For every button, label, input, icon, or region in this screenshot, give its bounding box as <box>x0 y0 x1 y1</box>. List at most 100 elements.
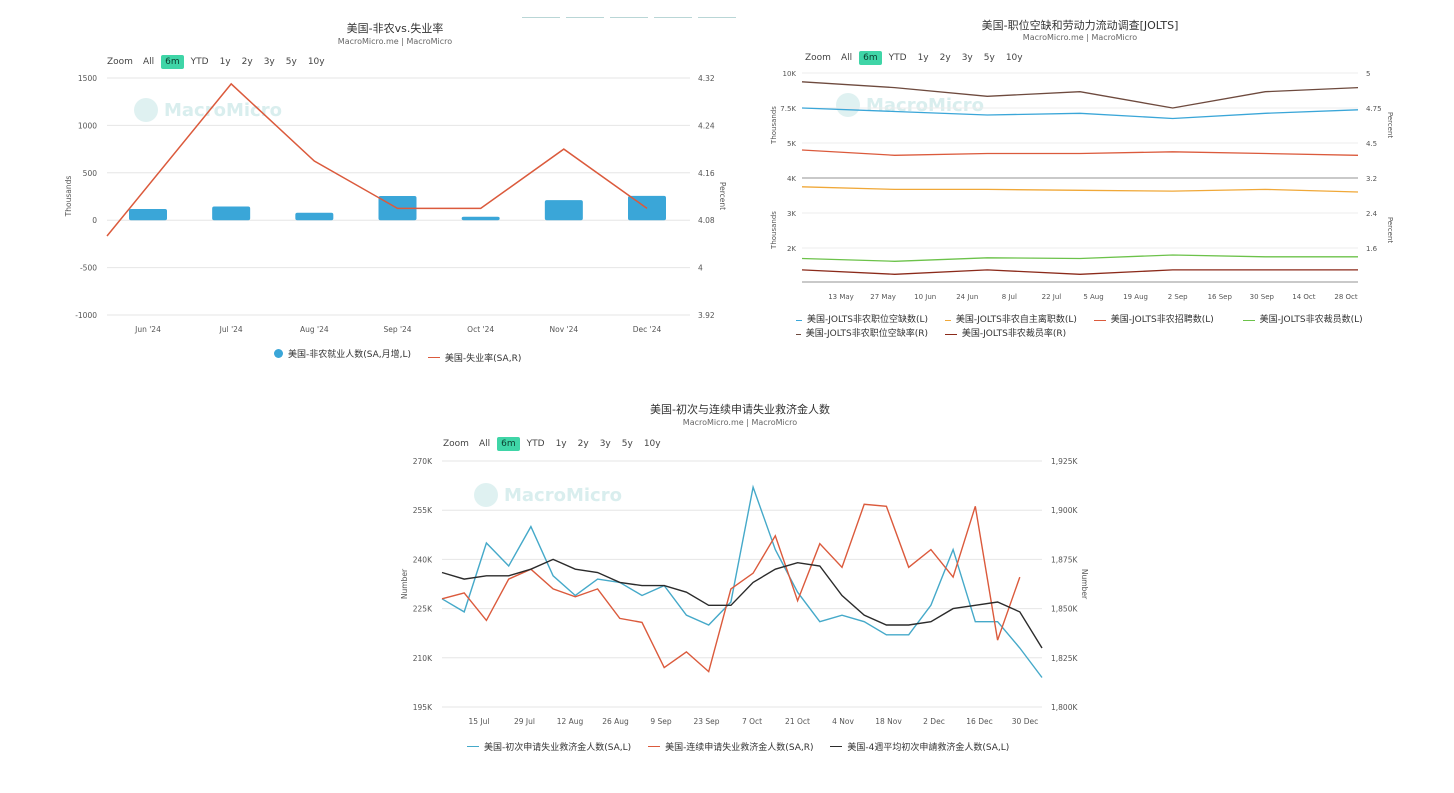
zoom-10y-button[interactable]: 10y <box>1005 53 1023 63</box>
legend-item-hires[interactable]: 美国-JOLTS非农招聘数(L) <box>1093 314 1226 327</box>
line-unemployment <box>106 82 648 237</box>
watermark-text: MacroMicro <box>164 99 282 121</box>
series-line <box>441 503 1021 673</box>
zoom-all-button[interactable]: All <box>840 53 853 63</box>
zoom-1y-button[interactable]: 1y <box>555 439 567 449</box>
zoom-5y-button[interactable]: 5y <box>621 439 633 449</box>
chart3-panel: 美国-初次与连续申请失业救济金人数 MacroMicro.me | MacroM… <box>390 390 1090 790</box>
y-tick-left: 0 <box>92 216 97 225</box>
y-axis-label-left: Thousands <box>770 211 778 250</box>
legend-item-openings-rate[interactable]: 美国-JOLTS非农职位空缺率(R) <box>796 328 928 341</box>
zoom-6m-button[interactable]: 6m <box>859 51 882 65</box>
chart1-title: 美国-非农vs.失业率 <box>346 22 444 35</box>
legend-item-openings[interactable]: 美国-JOLTS非农职位空缺数(L) <box>796 314 928 327</box>
zoom-2y-button[interactable]: 2y <box>577 439 589 449</box>
legend-item-layoffs[interactable]: 美国-JOLTS非农裁员数(L) <box>1242 314 1363 327</box>
chart2-watermark: MacroMicro <box>836 93 984 117</box>
chart3-title: 美国-初次与连续申请失业救济金人数 <box>650 403 830 416</box>
y-tick-left: 240K <box>413 555 433 564</box>
chart2-panel: 美国-职位空缺和劳动力流动调查[JOLTS] MacroMicro.me | M… <box>730 0 1454 370</box>
x-tick-label: Sep '24 <box>383 325 411 334</box>
y-tick-right: 1,900K <box>1051 506 1078 515</box>
legend-line-icon <box>830 746 843 747</box>
watermark-text: MacroMicro <box>866 94 984 116</box>
zoom-label: Zoom <box>443 439 469 449</box>
y-tick-left: 7.5K <box>780 105 796 113</box>
zoom-all-button[interactable]: All <box>478 439 491 449</box>
legend-label: 美国-JOLTS非农招聘数(L) <box>1110 315 1214 325</box>
chart3-zoom-bar: Zoom All 6m YTD 1y 2y 3y 5y 10y <box>443 437 668 451</box>
chart1-watermark: MacroMicro <box>134 98 282 122</box>
legend-label: 美国-JOLTS非农裁员率(R) <box>961 329 1067 339</box>
y-tick-right: 4.16 <box>698 169 715 178</box>
zoom-3y-button[interactable]: 3y <box>263 57 275 67</box>
legend-label: 美国-JOLTS非农职位空缺率(R) <box>805 329 928 339</box>
legend-label: 美国-非农就业人数(SA,月增,L) <box>288 350 412 360</box>
y-tick-right: 4.75 <box>1366 105 1382 113</box>
x-tick-label: 8 Jul <box>1002 293 1017 301</box>
y-tick-right: 4.32 <box>698 74 715 83</box>
series-line <box>441 558 1043 649</box>
zoom-2y-button[interactable]: 2y <box>939 53 951 63</box>
x-tick-label: 15 Jul <box>469 717 490 726</box>
y-tick-left: 210K <box>413 654 433 663</box>
series-line <box>801 107 1359 120</box>
zoom-5y-button[interactable]: 5y <box>983 53 995 63</box>
y-tick-left: 500 <box>83 169 98 178</box>
zoom-ytd-button[interactable]: YTD <box>190 57 209 67</box>
y-tick-right: 3.2 <box>1366 175 1377 183</box>
y-axis-label-left: Thousands <box>770 106 778 145</box>
legend-label: 美国-连续申请失业救济金人数(SA,R) <box>665 743 814 753</box>
legend-item-nonfarm[interactable]: 美国-非农就业人数(SA,月增,L) <box>274 347 411 360</box>
legend-item-unemployment[interactable]: 美国-失业率(SA,R) <box>427 351 521 364</box>
x-tick-label: 7 Oct <box>742 717 762 726</box>
y-tick-right: 1,875K <box>1051 555 1078 564</box>
series-line <box>801 269 1358 275</box>
legend-item-4wk-average[interactable]: 美国-4週平均初次申請救济金人数(SA,L) <box>830 740 1009 753</box>
legend-item-continuing-claims[interactable]: 美国-连续申请失业救济金人数(SA,R) <box>648 740 813 753</box>
x-tick-label: 10 Jun <box>914 293 936 301</box>
chart1-navigator-strip[interactable] <box>522 17 736 18</box>
zoom-6m-button[interactable]: 6m <box>161 55 184 69</box>
chart1-subtitle: MacroMicro.me | MacroMicro <box>337 37 453 46</box>
zoom-10y-button[interactable]: 10y <box>307 57 325 67</box>
zoom-5y-button[interactable]: 5y <box>285 57 297 67</box>
x-tick-label: 16 Dec <box>966 717 992 726</box>
zoom-3y-button[interactable]: 3y <box>961 53 973 63</box>
y-tick-right: 2.4 <box>1366 210 1378 218</box>
legend-line-icon <box>944 334 957 335</box>
legend-label: 美国-初次申请失业救济金人数(SA,L) <box>484 743 632 753</box>
legend-item-quits[interactable]: 美国-JOLTS非农自主离职数(L) <box>944 314 1077 327</box>
x-tick-label: 30 Sep <box>1250 293 1275 301</box>
x-tick-label: 14 Oct <box>1292 293 1315 301</box>
y-axis-label-right: Percent <box>1386 112 1394 139</box>
series-line <box>801 81 1359 109</box>
y-axis-label-right: Percent <box>718 182 727 210</box>
series-line <box>801 149 1359 156</box>
zoom-1y-button[interactable]: 1y <box>219 57 231 67</box>
zoom-ytd-button[interactable]: YTD <box>888 53 907 63</box>
legend-line-icon <box>796 320 802 321</box>
legend-item-layoffs-rate[interactable]: 美国-JOLTS非农裁员率(R) <box>944 328 1067 341</box>
bar-nonfarm <box>212 206 251 221</box>
zoom-all-button[interactable]: All <box>142 57 155 67</box>
zoom-1y-button[interactable]: 1y <box>917 53 929 63</box>
zoom-10y-button[interactable]: 10y <box>643 439 661 449</box>
y-tick-left: 225K <box>413 605 433 614</box>
zoom-6m-button[interactable]: 6m <box>497 437 520 451</box>
chart3-subtitle: MacroMicro.me | MacroMicro <box>682 418 798 427</box>
zoom-3y-button[interactable]: 3y <box>599 439 611 449</box>
x-tick-label: 12 Aug <box>557 717 584 726</box>
legend-item-initial-claims[interactable]: 美国-初次申请失业救济金人数(SA,L) <box>467 740 631 753</box>
x-tick-label: 16 Sep <box>1208 293 1233 301</box>
legend-dot-icon <box>274 349 283 358</box>
macromicro-logo-icon <box>474 483 498 507</box>
zoom-2y-button[interactable]: 2y <box>241 57 253 67</box>
y-tick-right: 1,825K <box>1051 654 1078 663</box>
chart3-watermark: MacroMicro <box>474 483 622 507</box>
y-tick-right: 4.5 <box>1366 140 1377 148</box>
zoom-ytd-button[interactable]: YTD <box>526 439 545 449</box>
y-tick-left: 1000 <box>78 121 97 130</box>
x-tick-label: 24 Jun <box>956 293 978 301</box>
legend-line-icon <box>796 334 801 335</box>
